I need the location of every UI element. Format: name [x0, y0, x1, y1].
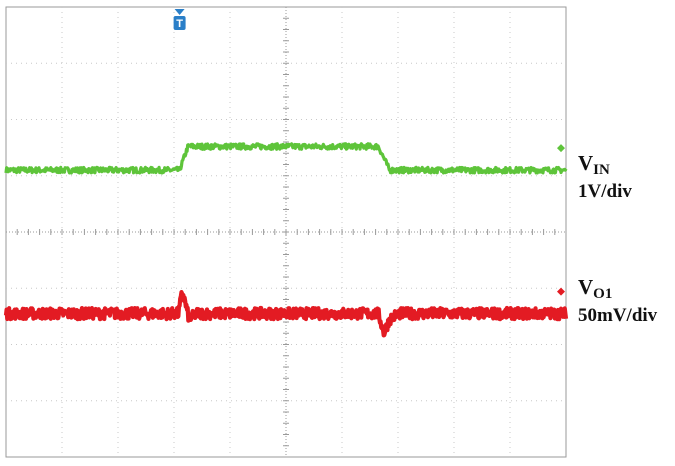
grid — [5, 6, 567, 458]
trigger-badge — [173, 16, 186, 30]
vin-label-name: VIN — [578, 151, 610, 178]
level-marker — [557, 144, 565, 153]
trigger-arrow-icon — [174, 9, 185, 15]
level-marker — [557, 287, 565, 296]
vin-label: VIN 1V/div — [578, 152, 632, 203]
trigger-marker: T — [173, 9, 186, 30]
trace-vin — [4, 142, 568, 175]
vo1-label: VO1 50mV/div — [578, 276, 657, 327]
trigger-label: T — [176, 18, 183, 30]
vo1-label-scale: 50mV/div — [578, 305, 658, 326]
trace-vo1 — [3, 290, 569, 338]
traces — [3, 142, 569, 338]
vin-label-scale: 1V/div — [578, 181, 632, 202]
vo1-label-name: VO1 — [578, 275, 613, 302]
